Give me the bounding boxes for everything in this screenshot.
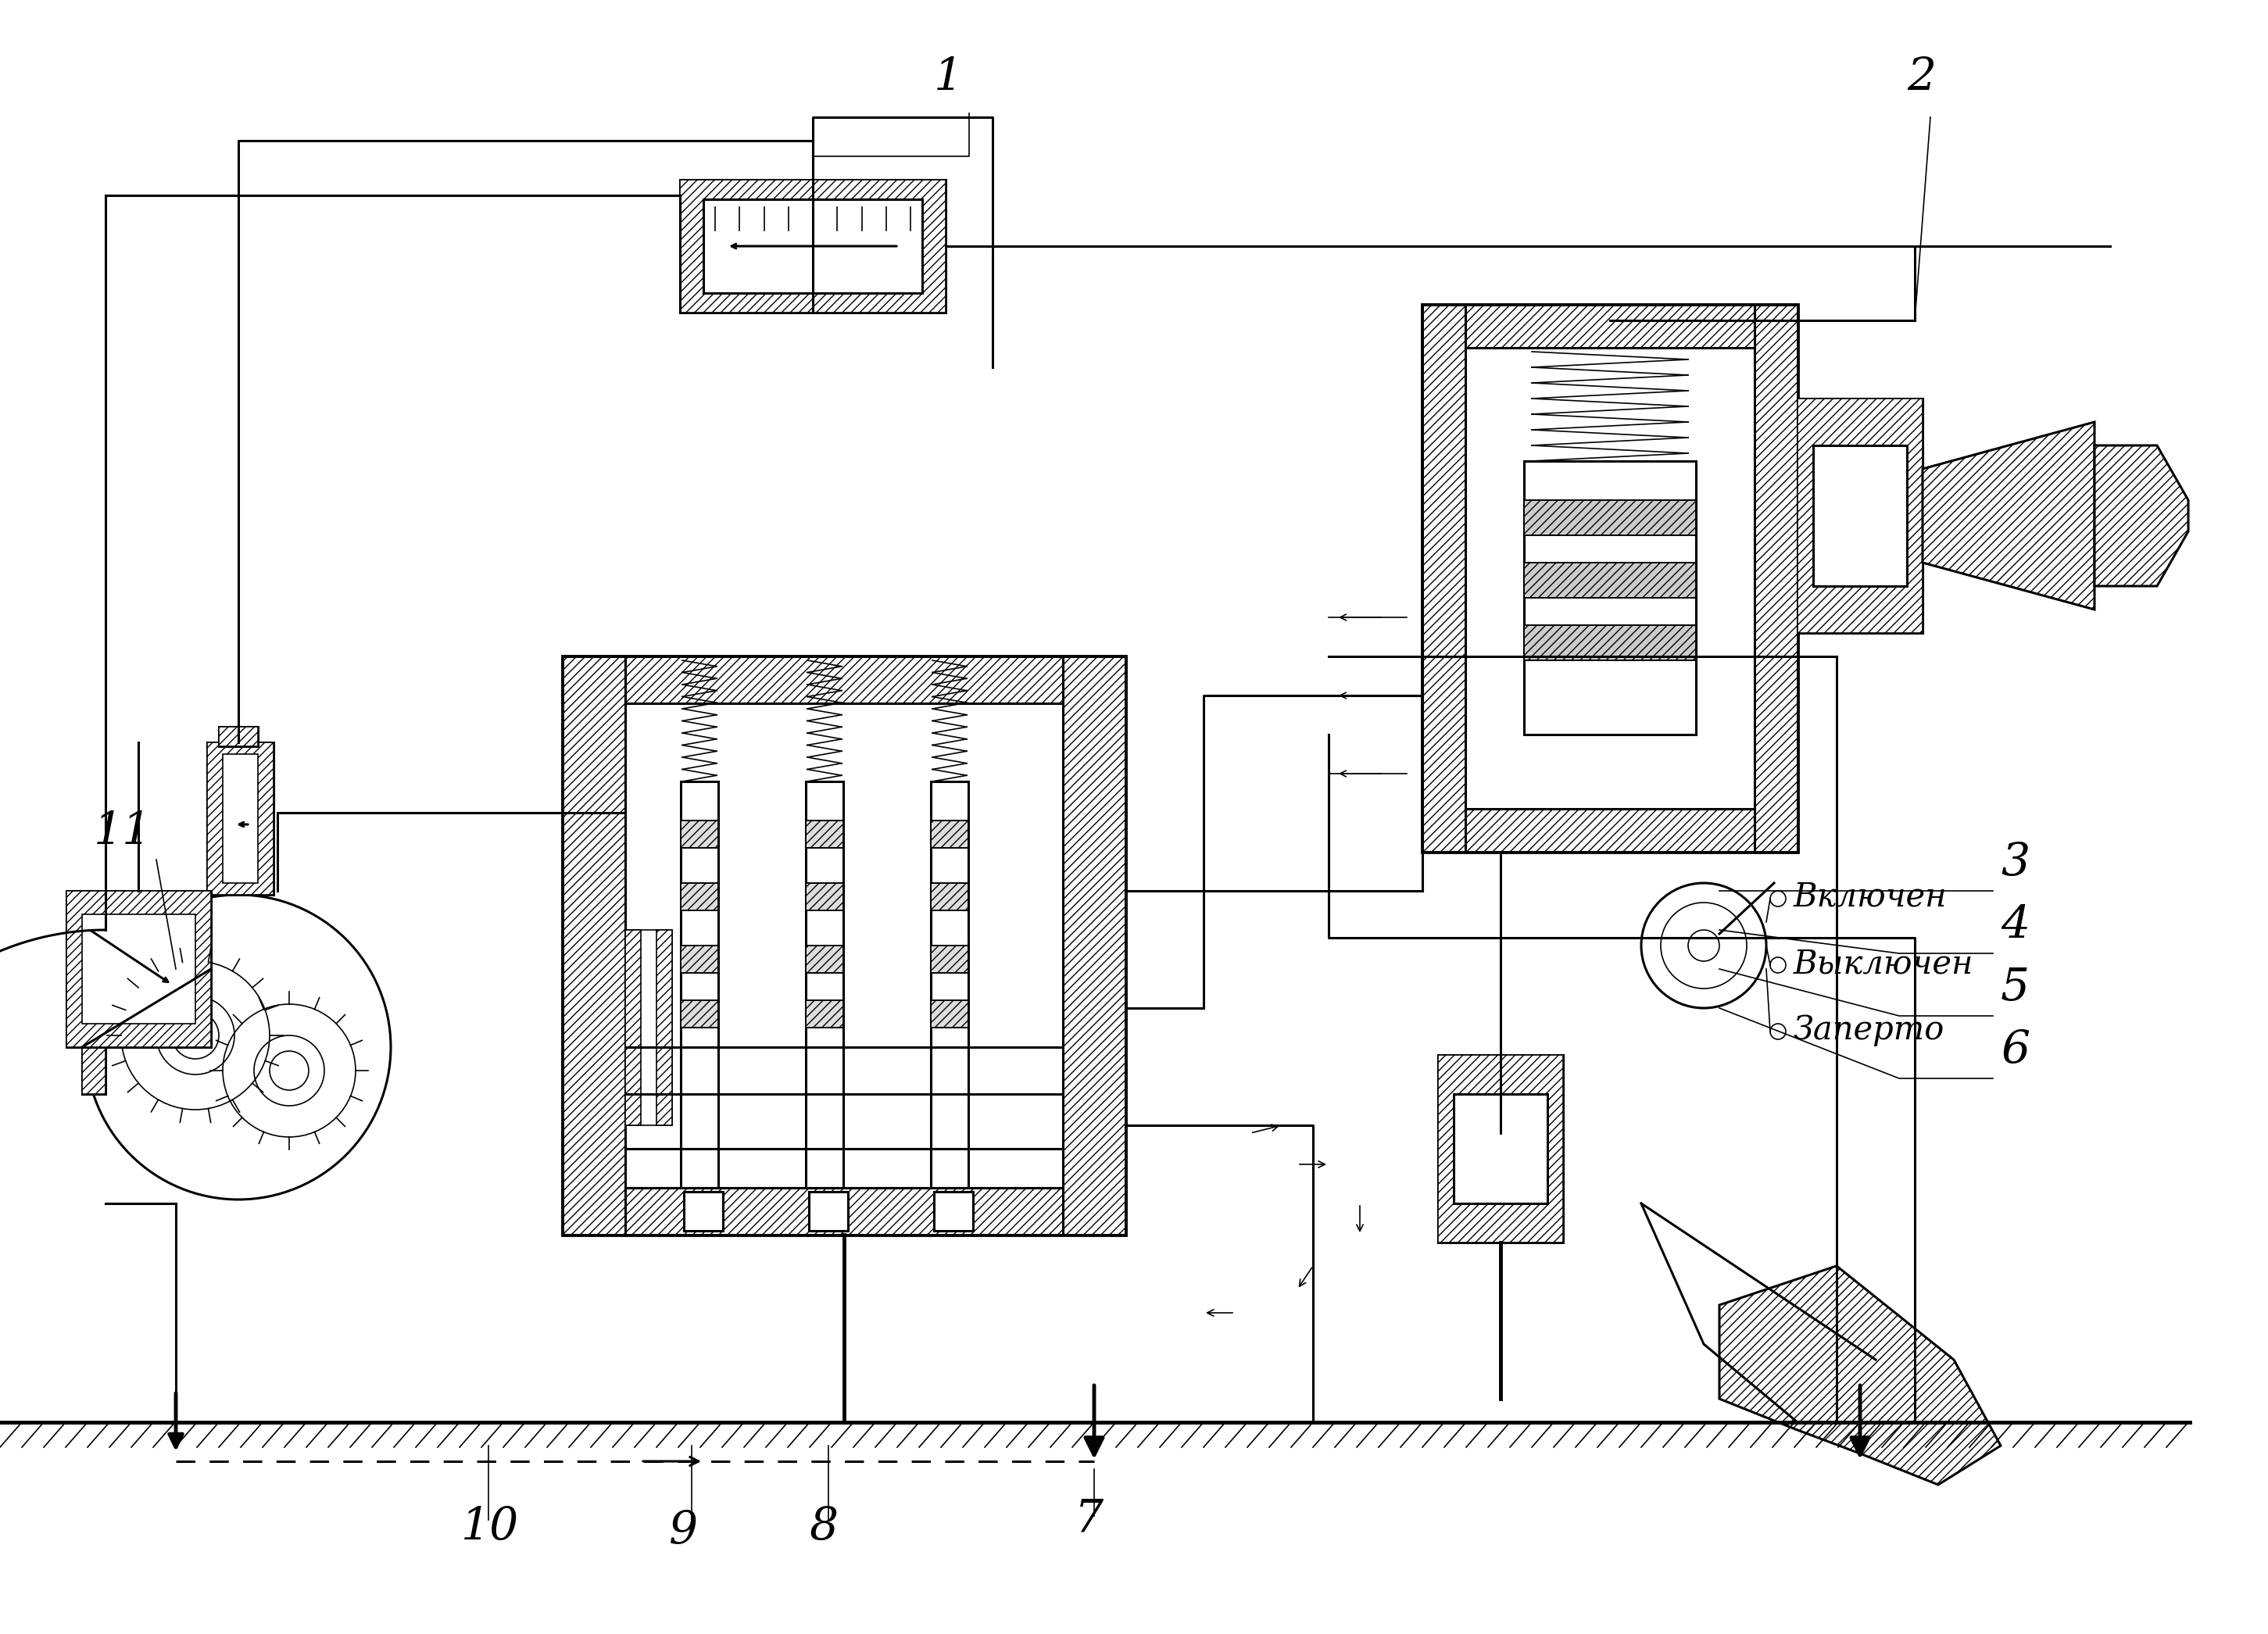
Bar <box>805 946 844 972</box>
Text: 6: 6 <box>2000 1028 2030 1072</box>
Bar <box>680 882 719 910</box>
Text: 3: 3 <box>2000 842 2030 886</box>
Bar <box>805 882 844 910</box>
Bar <box>626 930 642 1126</box>
Text: 9: 9 <box>669 1508 696 1554</box>
Bar <box>805 882 844 910</box>
Bar <box>685 1191 723 1230</box>
Bar <box>1755 306 1799 851</box>
Bar <box>626 1188 1064 1235</box>
Bar <box>626 930 671 1126</box>
Bar <box>680 180 946 312</box>
Bar <box>805 820 844 848</box>
Text: 10: 10 <box>460 1505 519 1549</box>
Bar <box>1422 306 1465 851</box>
Bar <box>1755 306 1799 851</box>
Bar <box>930 946 968 972</box>
Bar <box>805 820 844 848</box>
Bar <box>680 882 719 910</box>
Bar <box>1465 306 1755 348</box>
Bar <box>66 891 211 1047</box>
Text: 11: 11 <box>93 809 152 853</box>
Bar <box>82 1000 107 1095</box>
Bar <box>1524 626 1696 660</box>
Bar <box>930 946 968 972</box>
Text: 8: 8 <box>810 1505 837 1549</box>
Bar <box>218 727 259 747</box>
Bar <box>930 882 968 910</box>
Bar <box>680 820 719 848</box>
Bar <box>1524 461 1696 735</box>
Bar <box>1454 1095 1547 1203</box>
Text: 4: 4 <box>2000 904 2030 948</box>
Bar <box>680 1000 719 1028</box>
Bar <box>680 946 719 972</box>
Bar <box>655 930 671 1126</box>
Bar <box>1524 500 1696 536</box>
Bar <box>805 781 844 1188</box>
Text: 5: 5 <box>2000 966 2030 1010</box>
Bar <box>1064 657 1125 1235</box>
Bar <box>626 657 1064 703</box>
Bar <box>930 1000 968 1028</box>
Bar <box>1812 446 1907 587</box>
Bar <box>934 1191 973 1230</box>
Text: Выключен: Выключен <box>1794 948 1973 980</box>
Bar <box>805 1000 844 1028</box>
Text: 2: 2 <box>1907 56 1937 100</box>
Bar <box>1064 657 1125 1235</box>
Bar <box>1524 500 1696 536</box>
Bar <box>1465 306 1755 348</box>
Bar <box>680 946 719 972</box>
Text: Включен: Включен <box>1794 881 1948 913</box>
Bar <box>703 199 923 292</box>
Bar <box>680 180 946 312</box>
Bar <box>1422 306 1465 851</box>
Bar <box>66 891 211 1047</box>
Polygon shape <box>2096 446 2189 587</box>
Polygon shape <box>1719 1266 2000 1485</box>
Bar <box>562 657 626 1235</box>
Bar <box>680 781 719 1188</box>
Circle shape <box>86 895 390 1199</box>
Bar <box>1438 1056 1563 1242</box>
Bar <box>1799 399 1923 632</box>
Bar <box>562 657 626 1235</box>
Bar <box>206 742 274 895</box>
Polygon shape <box>1923 422 2096 609</box>
Text: 1: 1 <box>934 56 964 100</box>
Bar <box>805 946 844 972</box>
Bar <box>805 1000 844 1028</box>
Bar <box>930 820 968 848</box>
Bar <box>218 727 259 747</box>
Bar <box>1524 562 1696 598</box>
Bar <box>810 1191 848 1230</box>
Bar <box>562 657 1125 1235</box>
Bar <box>1438 1056 1563 1242</box>
Bar <box>626 1188 1064 1235</box>
Circle shape <box>1642 882 1767 1008</box>
Bar <box>1799 399 1923 632</box>
Bar <box>626 657 1064 703</box>
Bar <box>82 915 195 1023</box>
Text: Заперто: Заперто <box>1794 1013 1944 1046</box>
Bar <box>82 1000 107 1095</box>
Bar <box>206 742 274 895</box>
Bar <box>930 1000 968 1028</box>
Bar <box>1465 809 1755 851</box>
Bar <box>680 1000 719 1028</box>
Bar <box>1524 626 1696 660</box>
Bar <box>222 755 259 882</box>
Bar <box>1465 809 1755 851</box>
Bar <box>930 882 968 910</box>
Bar <box>1422 306 1799 851</box>
Bar <box>680 820 719 848</box>
Bar <box>930 820 968 848</box>
Text: 7: 7 <box>1075 1497 1105 1541</box>
Bar <box>1524 562 1696 598</box>
Bar <box>930 781 968 1188</box>
